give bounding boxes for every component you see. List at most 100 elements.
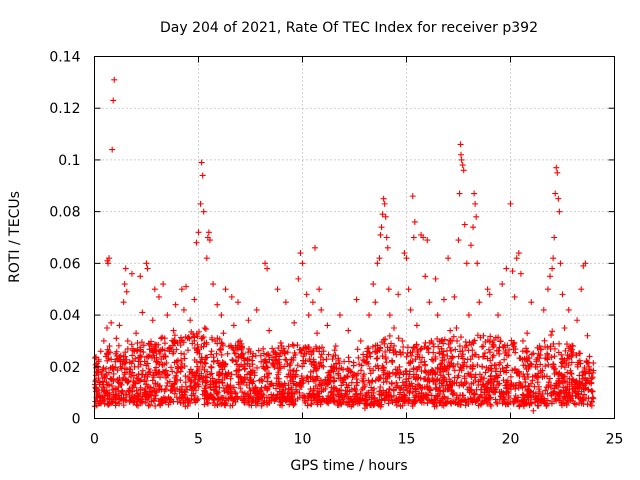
- band-point-mark: [96, 400, 103, 407]
- band-point-mark: [537, 361, 544, 368]
- band-point-mark: [125, 378, 132, 385]
- band-point-mark: [454, 361, 461, 368]
- band-point-mark: [459, 351, 466, 358]
- band-point-mark: [564, 369, 571, 376]
- band-point-mark: [522, 379, 529, 386]
- band-point-mark: [317, 359, 324, 366]
- band-point-mark: [257, 352, 264, 359]
- band-point-mark: [388, 340, 395, 347]
- band-point-mark: [585, 363, 592, 370]
- band-point-mark: [422, 339, 429, 346]
- roti-point-mark: [95, 358, 102, 365]
- roti-point-mark: [540, 306, 547, 313]
- band-point-mark: [477, 391, 484, 398]
- band-point-mark: [129, 388, 136, 395]
- band-point-mark: [286, 362, 293, 369]
- roti-point-mark: [519, 337, 526, 344]
- roti-point-mark: [109, 146, 116, 153]
- roti-point-mark: [341, 358, 348, 365]
- band-point-mark: [170, 350, 177, 357]
- band-point-mark: [442, 399, 449, 406]
- x-tick-label: 20: [502, 432, 520, 448]
- band-point-mark: [471, 351, 478, 358]
- band-point-mark: [560, 384, 567, 391]
- band-point-mark: [266, 383, 273, 390]
- roti-point-mark: [395, 291, 402, 298]
- band-point-mark: [187, 400, 194, 407]
- roti-point-mark: [103, 325, 110, 331]
- band-point-mark: [544, 350, 551, 357]
- roti-point-mark: [357, 337, 364, 344]
- roti-point-mark: [465, 312, 472, 319]
- band-point-mark: [276, 361, 283, 368]
- band-point-mark: [590, 367, 597, 374]
- roti-point-mark: [582, 260, 589, 267]
- band-point-mark: [479, 363, 486, 370]
- band-point-mark: [311, 393, 318, 400]
- band-point-mark: [400, 371, 407, 378]
- roti-point-mark: [105, 260, 112, 267]
- band-point-mark: [396, 363, 403, 370]
- band-point-mark: [553, 390, 560, 397]
- band-point-mark: [255, 347, 262, 354]
- band-point-mark: [272, 394, 279, 401]
- band-point-mark: [256, 377, 263, 384]
- band-point-mark: [232, 342, 239, 349]
- band-point-mark: [364, 354, 371, 361]
- band-point-mark: [216, 346, 223, 353]
- roti-point-mark: [509, 268, 516, 275]
- band-point-mark: [581, 364, 588, 371]
- band-point-mark: [525, 364, 532, 371]
- band-point-mark: [379, 363, 386, 370]
- band-point-mark: [408, 352, 415, 359]
- y-tick-label: 0.02: [49, 360, 80, 376]
- band-point-mark: [542, 363, 549, 370]
- band-point-mark: [523, 400, 530, 407]
- band-point-mark: [134, 340, 141, 347]
- band-point-mark: [484, 355, 491, 362]
- roti-point-mark: [457, 151, 464, 158]
- band-point-mark: [403, 384, 410, 391]
- band-point-mark: [95, 375, 102, 382]
- band-point-mark: [534, 354, 541, 361]
- band-point-mark: [348, 379, 355, 386]
- band-point-mark: [447, 378, 454, 385]
- roti-point-mark: [270, 361, 277, 368]
- band-point-mark: [216, 378, 223, 385]
- band-point-mark: [589, 394, 596, 401]
- band-point-mark: [282, 356, 289, 363]
- band-point-mark: [450, 333, 457, 340]
- roti-point-mark: [576, 399, 583, 406]
- band-point-mark: [138, 339, 145, 346]
- roti-point-mark: [391, 325, 398, 331]
- band-point-mark: [180, 393, 187, 400]
- band-point-mark: [288, 386, 295, 393]
- roti-point-mark: [445, 255, 452, 262]
- band-point-mark: [165, 401, 172, 408]
- band-point-mark: [229, 395, 236, 402]
- x-tick-label: 0: [90, 432, 99, 448]
- roti-point-mark: [381, 200, 388, 207]
- band-point-mark: [252, 385, 259, 392]
- band-point-mark: [273, 375, 280, 382]
- roti-point-mark: [374, 260, 381, 267]
- band-point-mark: [213, 383, 220, 390]
- band-point-mark: [110, 370, 117, 377]
- band-point-mark: [360, 351, 367, 358]
- band-point-mark: [441, 336, 448, 343]
- band-point-mark: [109, 363, 116, 370]
- band-point-mark: [408, 380, 415, 387]
- band-point-mark: [438, 337, 445, 344]
- band-point-mark: [353, 376, 360, 383]
- band-point-mark: [485, 364, 492, 371]
- band-point-mark: [512, 346, 519, 353]
- roti-point-mark: [100, 337, 107, 344]
- band-point-mark: [512, 365, 519, 372]
- roti-point-mark: [278, 343, 285, 350]
- roti-point-mark: [222, 399, 229, 406]
- roti-point-mark: [98, 387, 105, 394]
- band-point-mark: [401, 391, 408, 398]
- band-point-mark: [458, 365, 465, 372]
- band-point-mark: [173, 369, 180, 376]
- band-point-mark: [135, 396, 142, 403]
